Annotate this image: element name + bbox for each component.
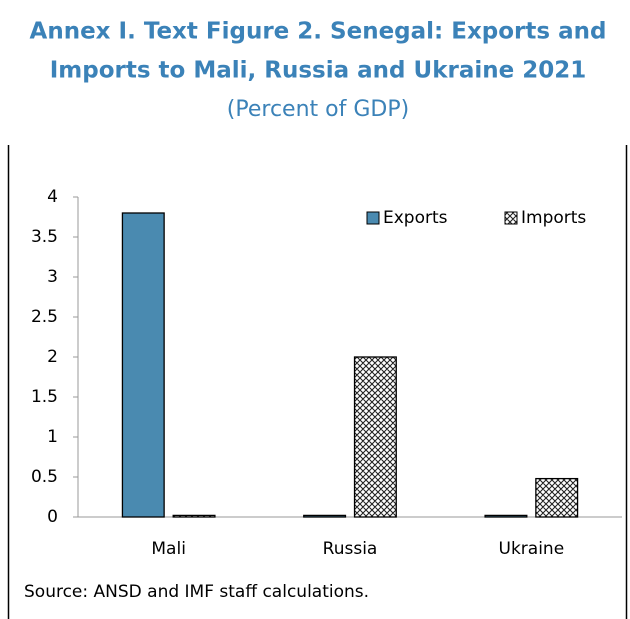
bar (535, 477, 579, 518)
bar (121, 212, 165, 518)
y-tick-label: 2 (47, 347, 58, 367)
chart-title: Annex I. Text Figure 2. Senegal: Exports… (30, 19, 607, 45)
y-tick-label: 1 (47, 427, 58, 447)
chart-subtitle: (Percent of GDP) (227, 97, 409, 122)
y-tick-label: 4 (47, 187, 58, 207)
bar (172, 514, 216, 518)
legend-swatch (366, 211, 380, 225)
source-note: Source: ANSD and IMF staff calculations. (24, 582, 369, 602)
bar (303, 514, 347, 518)
y-tick-label: 3 (47, 267, 58, 287)
y-tick-label: 1.5 (31, 387, 58, 407)
x-tick-label: Mali (151, 539, 186, 559)
x-tick-label: Russia (323, 539, 378, 559)
y-tick-label: 3.5 (31, 227, 58, 247)
x-tick-label: Ukraine (499, 539, 565, 559)
y-tick-label: 2.5 (31, 307, 58, 327)
y-tick-label: 0 (47, 507, 58, 527)
bar (484, 514, 528, 518)
chart-title: Imports to Mali, Russia and Ukraine 2021 (50, 58, 587, 84)
bar (353, 356, 397, 518)
legend-label: Exports (383, 208, 448, 228)
y-tick-label: 0.5 (31, 467, 58, 487)
legend-swatch (504, 211, 518, 225)
legend-label: Imports (521, 208, 586, 228)
